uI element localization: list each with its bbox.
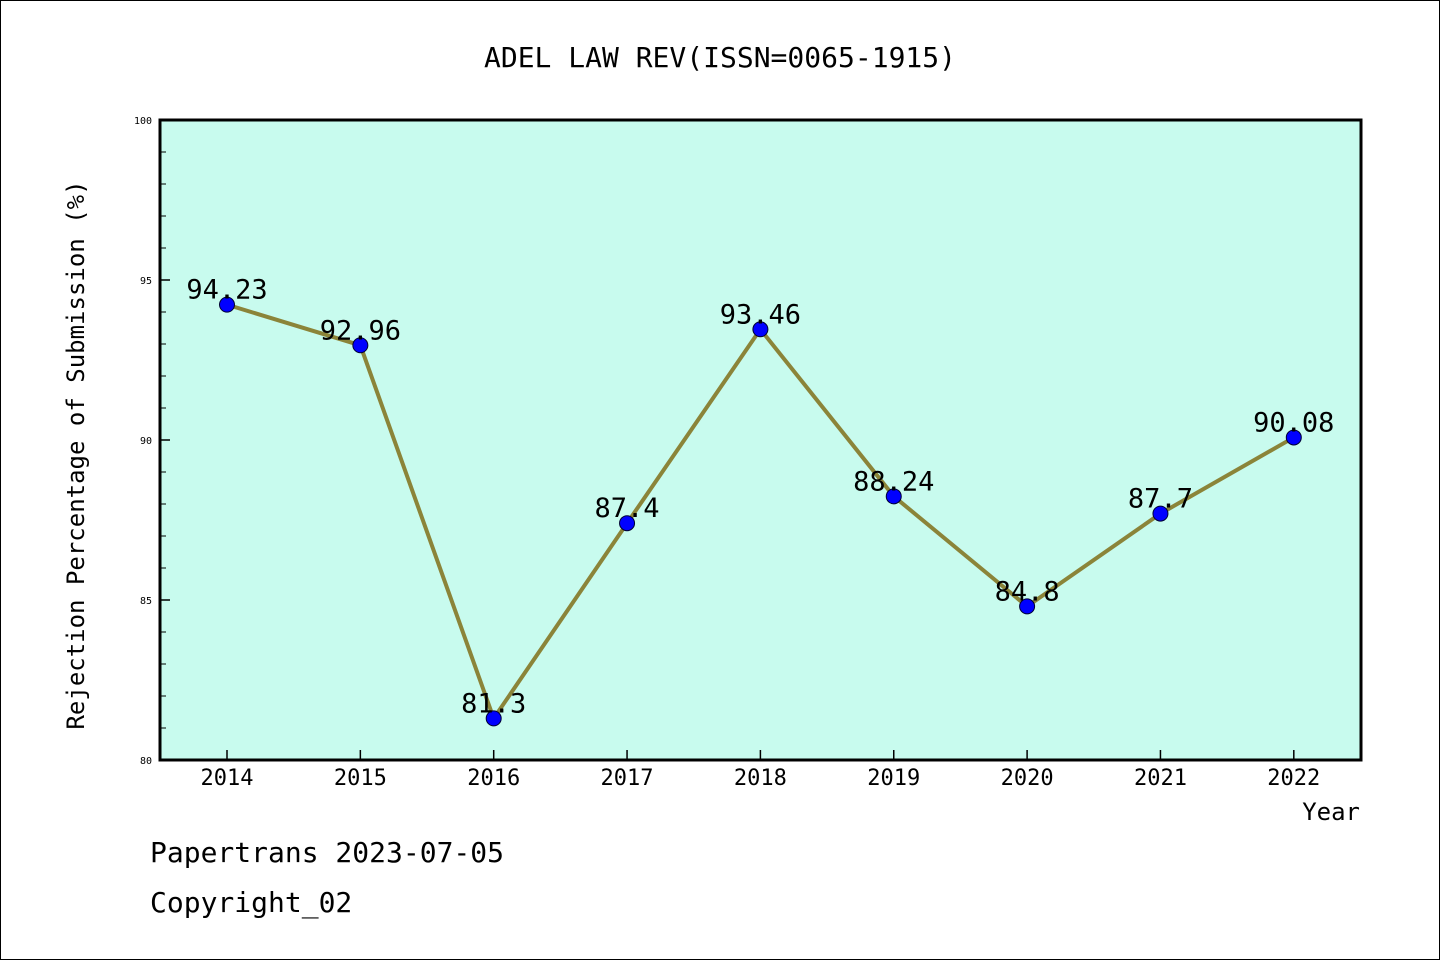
plot-area (160, 120, 1361, 760)
y-tick-label: 80 (140, 756, 152, 767)
x-axis-ticks: 2014 2015 2016 2017 2018 2019 2020 2021 2022 (201, 750, 1320, 791)
y-tick-label: 95 (140, 276, 152, 287)
data-point (885, 488, 902, 505)
x-tick-label: 2020 (1001, 766, 1054, 791)
y-axis-label: Rejection Percentage of Submission (%) (62, 180, 90, 729)
y-tick-label: 100 (134, 116, 152, 127)
x-axis-label: Year (1302, 798, 1360, 826)
x-tick-label: 2022 (1267, 766, 1320, 791)
data-point (1285, 429, 1302, 446)
x-tick-label: 2017 (601, 766, 654, 791)
x-tick-label: 2019 (867, 766, 920, 791)
footer-date: Papertrans 2023-07-05 (150, 836, 505, 869)
chart-title: ADEL LAW REV(ISSN=0065-1915) (484, 41, 956, 74)
data-point (1152, 505, 1169, 522)
footer-copyright: Copyright_02 (150, 886, 353, 919)
data-label: 88.24 (853, 466, 934, 497)
data-label: 92.96 (320, 315, 401, 346)
data-label: 87.4 (595, 493, 660, 524)
data-point (1019, 598, 1036, 615)
data-point (619, 515, 636, 532)
data-label: 94.23 (186, 275, 267, 306)
data-label: 87.7 (1128, 484, 1193, 515)
data-label: 90.08 (1253, 407, 1334, 438)
data-labels: 94.23 92.96 81.3 87.4 93.46 88.24 84.8 87.7 90.0… (186, 275, 1334, 720)
y-tick-label: 85 (140, 596, 152, 607)
x-tick-label: 2015 (334, 766, 387, 791)
data-label: 81.3 (461, 688, 526, 719)
x-tick-label: 2021 (1134, 766, 1187, 791)
x-tick-label: 2014 (201, 766, 254, 791)
data-point (485, 710, 502, 727)
data-label: 84.8 (995, 576, 1060, 607)
data-markers (219, 296, 1302, 727)
data-point (219, 296, 235, 313)
y-tick-label: 90 (140, 436, 152, 447)
plot-border (158, 118, 1363, 762)
data-label: 93.46 (720, 299, 801, 330)
x-tick-label: 2018 (734, 766, 787, 791)
data-point (352, 337, 369, 354)
data-point (752, 321, 769, 338)
x-tick-label: 2016 (467, 766, 520, 791)
